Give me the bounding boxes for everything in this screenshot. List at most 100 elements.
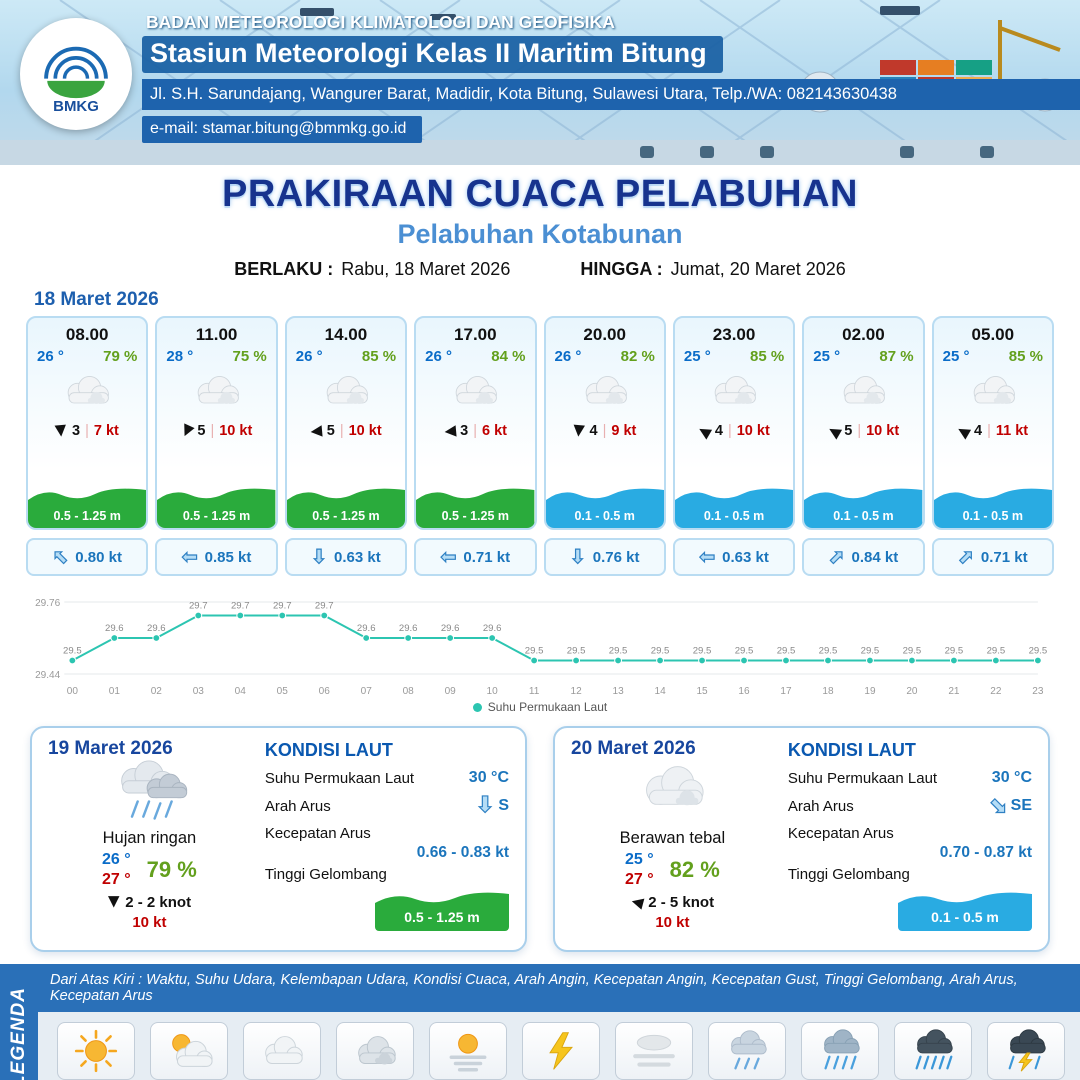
wind-direction-arrow: ▲ <box>692 421 715 441</box>
station-email: e-mail: stamar.bitung@bmmkg.go.id <box>142 116 423 143</box>
sst-line-chart: 29.76 29.44 29.5 00 29.6 01 29.6 02 29.7 03 29.7 04… <box>35 598 1048 697</box>
daily-condition: Berawan tebal <box>619 829 726 847</box>
current-direction-arrow: ⬉ <box>52 545 69 568</box>
header-text-block: BADAN METEOROLOGI KLIMATOLOGI DAN GEOFIS… <box>142 10 1080 143</box>
validity-row: BERLAKU : Rabu, 18 Maret 2026 HINGGA : J… <box>0 259 1080 280</box>
humidity: 75 % <box>232 348 267 365</box>
wind-speed: 4 <box>974 423 983 439</box>
wind-row: ▲ 4 | 9 kt <box>546 422 664 441</box>
svg-text:29.5: 29.5 <box>987 646 1006 657</box>
humidity: 85 % <box>1008 348 1043 365</box>
station-address: Jl. S.H. Sarundajang, Wangurer Barat, Ma… <box>142 79 1080 110</box>
wave-height-value: 0.1 - 0.5 m <box>962 509 1024 523</box>
current-direction-arrow: ⬅ <box>181 545 198 568</box>
page-title: PRAKIRAAN CUACA PELABUHAN <box>222 173 858 215</box>
daily-wind-row: ▲ 2 - 5 knot <box>626 894 714 911</box>
wind-speed: 5 <box>326 423 335 439</box>
wave-height-value: 0.5 - 1.25 m <box>53 509 121 523</box>
daily-weather-block: 19 Maret 2026 Hujan ringan 26 ° 27 ° 79 %… <box>48 738 251 940</box>
svg-text:19: 19 <box>864 686 876 697</box>
daily-date: 19 Maret 2026 <box>48 738 173 759</box>
daily-humidity: 79 % <box>146 857 197 882</box>
air-temp: 25 ° <box>813 348 841 365</box>
heavy-rain-icon <box>894 1022 972 1080</box>
current-box: ⬈ 0.71 kt <box>931 538 1054 576</box>
forecast-column: 20.00 26 ° 82 % ▲ 4 | 9 kt 0.1 - 0.5 m ⬇ 0.76… <box>543 316 666 576</box>
forecast-date: 18 Maret 2026 <box>34 289 159 310</box>
forecast-card: 23.00 25 ° 85 % ▲ 4 | 10 kt 0.1 - 0.5 m <box>672 316 796 530</box>
wind-gust: 10 kt <box>866 423 900 439</box>
svg-text:29.5: 29.5 <box>651 646 670 657</box>
legend-item: Hujan Ringan <box>701 1022 793 1080</box>
sst-label: Suhu Permukaan Laut <box>264 769 415 787</box>
svg-text:29.5: 29.5 <box>735 646 754 657</box>
wave-height-value: 0.1 - 0.5 m <box>574 509 635 523</box>
svg-text:29.6: 29.6 <box>105 623 124 634</box>
fog-icon <box>615 1022 693 1080</box>
legend-item: Cerah <box>50 1022 142 1080</box>
wind-gust: 10 kt <box>348 423 382 439</box>
wave-height-value: 0.5 - 1.25 m <box>441 509 510 523</box>
header-illustration <box>0 0 1080 165</box>
wind-speed: 4 <box>714 423 723 439</box>
wave-height-badge: 0.1 - 0.5 m <box>898 887 1032 931</box>
current-speed-value: 0.66 - 0.83 kt <box>416 844 509 861</box>
daily-card: 20 Maret 2026 Berawan tebal 25 ° 27 ° 82 … <box>553 726 1050 952</box>
chart-legend-label: Suhu Permukaan Laut <box>487 700 608 714</box>
current-box: ⬇ 0.63 kt <box>284 538 408 576</box>
current-speed: 0.80 kt <box>75 548 122 566</box>
wind-direction-arrow: ▲ <box>572 422 586 441</box>
wind-gust: 11 kt <box>995 423 1029 439</box>
current-speed: 0.71 kt <box>463 548 511 566</box>
svg-text:23: 23 <box>1032 686 1044 697</box>
svg-text:29.5: 29.5 <box>1029 646 1048 657</box>
forecast-card: 20.00 26 ° 82 % ▲ 4 | 9 kt 0.1 - 0.5 m <box>543 316 666 530</box>
temp-min: 25 ° <box>625 851 654 868</box>
port-name: Pelabuhan Kotabunan <box>397 219 683 249</box>
wave-height-value: 0.1 - 0.5 m <box>703 509 765 523</box>
wave-height-band: 0.1 - 0.5 m <box>674 482 794 528</box>
forecast-card: 14.00 26 ° 85 % ▲ 5 | 10 kt 0.5 - 1.25 m <box>284 316 408 530</box>
humidity: 84 % <box>491 348 526 365</box>
forecast-column: 17.00 26 ° 84 % ▲ 3 | 6 kt 0.5 - 1.25 m ⬅ 0.7… <box>414 316 537 576</box>
wind-row: ▲ 3 | 6 kt <box>416 423 534 439</box>
wind-direction-arrow: ▲ <box>306 424 325 438</box>
daily-condition: Hujan ringan <box>102 829 197 847</box>
sun-cloud-icon <box>150 1022 228 1080</box>
wave-height-value: 0.1 - 0.5 m <box>931 909 999 925</box>
svg-text:29.7: 29.7 <box>231 601 250 612</box>
air-temp: 25 ° <box>942 348 970 365</box>
current-direction-arrow: ⬇ <box>569 545 586 568</box>
svg-text:29.5: 29.5 <box>609 646 628 657</box>
forecast-time: 08.00 <box>65 325 109 344</box>
legend-item: Berawan Tebal <box>329 1022 421 1080</box>
wave-height-band: 0.5 - 1.25 m <box>416 482 535 528</box>
light-rain-icon <box>708 1022 786 1080</box>
air-temp: 26 ° <box>554 348 582 365</box>
humidity: 87 % <box>879 348 914 365</box>
current-speed-label: Kecepatan Arus <box>264 825 371 842</box>
svg-text:29.5: 29.5 <box>567 646 586 657</box>
sst-value: 30 °C <box>991 769 1032 786</box>
humidity: 79 % <box>103 348 138 365</box>
current-direction-value: SE <box>1010 797 1032 814</box>
svg-text:29.6: 29.6 <box>399 623 418 634</box>
svg-text:07: 07 <box>361 686 373 697</box>
divider: | <box>339 423 344 439</box>
svg-text:29.6: 29.6 <box>147 623 166 634</box>
cloud-icon <box>157 368 275 420</box>
forecast-card: 05.00 25 ° 85 % ▲ 4 | 11 kt 0.1 - 0.5 m <box>931 316 1054 530</box>
wave-height-band: 0.1 - 0.5 m <box>933 482 1052 528</box>
wind-direction-arrow: ▲ <box>439 424 459 438</box>
daily-temps: 25 ° 27 ° 82 % <box>625 851 720 889</box>
daily-summary-row: 19 Maret 2026 Hujan ringan 26 ° 27 ° 79 %… <box>30 726 1050 952</box>
sea-conditions-title: KONDISI LAUT <box>787 740 916 760</box>
wind-gust: 9 kt <box>611 423 637 439</box>
daily-wind-gust: 10 kt <box>132 914 167 931</box>
svg-text:29.5: 29.5 <box>525 646 544 657</box>
wave-height-band: 0.1 - 0.5 m <box>804 482 923 528</box>
current-speed: 0.76 kt <box>592 548 640 566</box>
svg-text:17: 17 <box>780 686 792 697</box>
legend-item: Petir <box>515 1022 607 1080</box>
